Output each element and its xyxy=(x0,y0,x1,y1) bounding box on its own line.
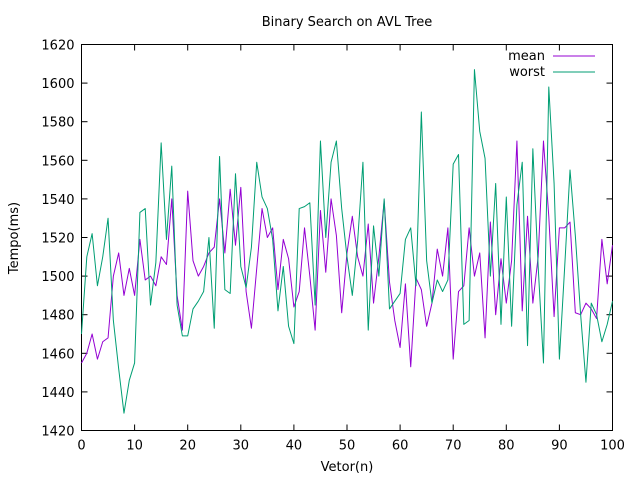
y-axis-label: Tempo(ms) xyxy=(7,202,22,275)
legend-label-worst: worst xyxy=(509,65,545,80)
x-tick-label: 20 xyxy=(179,439,196,454)
x-tick-label: 10 xyxy=(126,439,143,454)
y-tick-label: 1580 xyxy=(41,116,74,131)
y-tick-label: 1500 xyxy=(41,270,74,285)
y-tick-label: 1600 xyxy=(41,77,74,92)
plot-frame xyxy=(81,44,613,431)
y-tick-label: 1420 xyxy=(41,425,74,440)
y-tick-label: 1480 xyxy=(41,309,74,324)
y-tick-label: 1540 xyxy=(41,193,74,208)
x-axis-ticks: 0 10 20 30 40 50 60 70 80 90 100 xyxy=(77,44,625,454)
y-tick-label: 1440 xyxy=(41,386,74,401)
y-tick-label: 1520 xyxy=(41,232,74,247)
y-tick-label: 1460 xyxy=(41,347,74,362)
x-tick-label: 0 xyxy=(77,439,85,454)
x-tick-label: 50 xyxy=(339,439,356,454)
x-tick-label: 100 xyxy=(600,439,625,454)
series-line-worst xyxy=(81,69,613,414)
x-tick-label: 70 xyxy=(445,439,462,454)
legend-label-mean: mean xyxy=(508,49,545,64)
x-tick-label: 40 xyxy=(286,439,303,454)
y-tick-label: 1560 xyxy=(41,154,74,169)
x-tick-label: 80 xyxy=(498,439,515,454)
y-tick-label: 1620 xyxy=(41,39,74,54)
x-tick-label: 90 xyxy=(551,439,568,454)
x-tick-label: 30 xyxy=(233,439,250,454)
legend: mean worst xyxy=(508,49,595,80)
x-axis-label: Vetor(n) xyxy=(321,460,374,475)
chart-title: Binary Search on AVL Tree xyxy=(262,15,432,30)
series-lines xyxy=(81,69,613,414)
x-tick-label: 60 xyxy=(392,439,409,454)
y-axis-ticks: 1420 1440 1460 1480 1500 1520 1540 1560 1580 1600… xyxy=(41,39,613,440)
